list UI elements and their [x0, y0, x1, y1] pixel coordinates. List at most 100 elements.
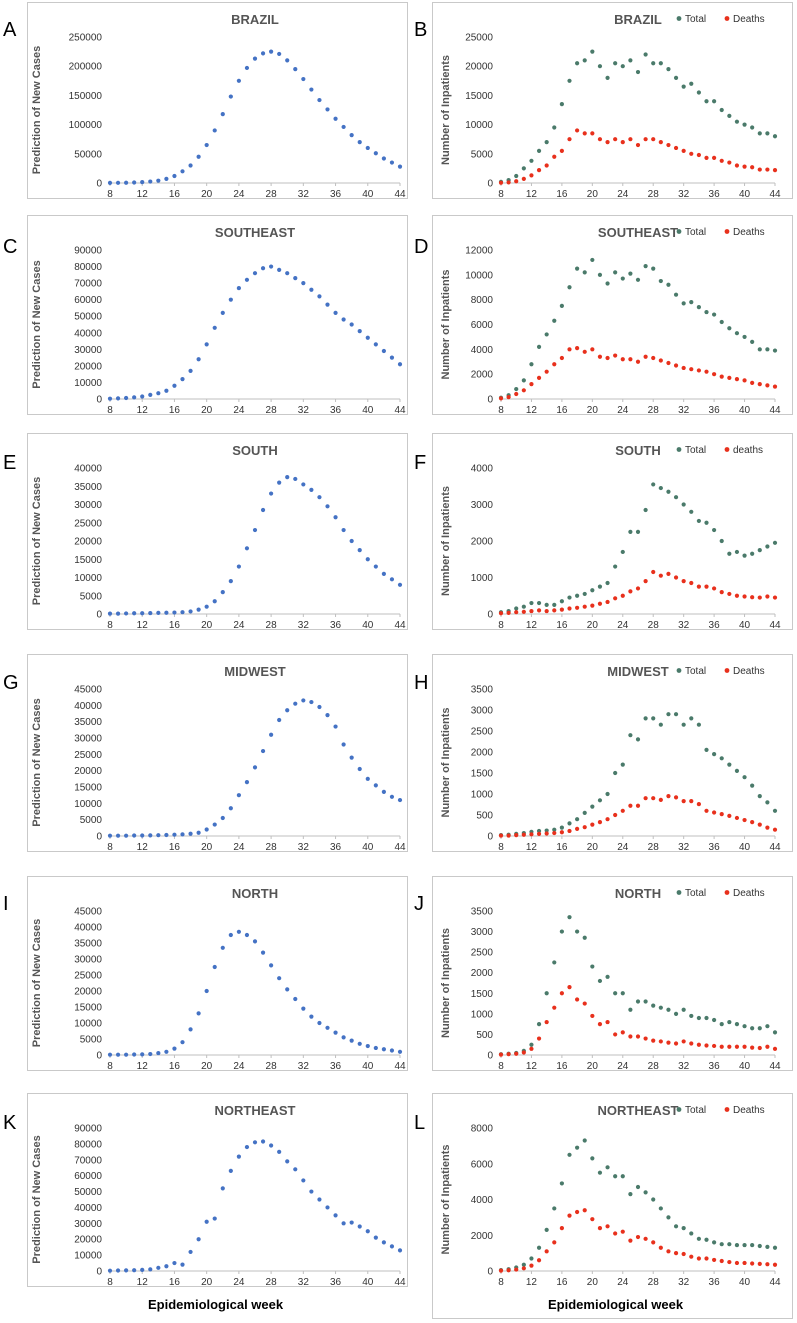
chart-e-ytick: 15000: [74, 555, 102, 566]
chart-k-point: [317, 1197, 322, 1202]
panel-letter-k: K: [3, 1112, 17, 1134]
chart-b-point: [719, 158, 724, 163]
chart-k-ytick: 20000: [74, 1235, 102, 1246]
chart-f-point: [658, 573, 663, 578]
chart-k-point: [373, 1235, 378, 1240]
chart-c-xtick: 36: [330, 405, 342, 416]
chart-h-point: [613, 812, 618, 818]
chart-f-point: [506, 610, 511, 616]
chart-f-point: [567, 595, 572, 600]
chart-g-point: [172, 832, 177, 837]
chart-d-point: [613, 270, 618, 275]
chart-f-point: [582, 591, 587, 597]
chart-b-xtick: 20: [587, 189, 599, 200]
chart-c-point: [140, 394, 145, 399]
chart-g-point: [140, 833, 145, 838]
chart-k-point: [333, 1213, 338, 1218]
chart-g-point: [269, 732, 274, 737]
chart-e-point: [293, 476, 298, 482]
chart-g-point: [325, 713, 330, 718]
chart-i-point: [132, 1052, 137, 1057]
chart-l-point: [605, 1165, 610, 1170]
chart-c-point: [389, 355, 395, 360]
chart-g-xtick: 28: [266, 842, 278, 853]
chart-l-point: [567, 1152, 572, 1157]
chart-b-point: [514, 173, 519, 179]
chart-l-point: [544, 1227, 549, 1232]
chart-e-ytick: 5000: [80, 591, 103, 602]
chart-h-point: [628, 803, 633, 808]
chart-l-point: [605, 1224, 610, 1229]
chart-b-point: [757, 131, 762, 136]
chart-j-point: [544, 1019, 549, 1025]
chart-i-xtick: 28: [266, 1061, 278, 1072]
chart-d-point: [696, 368, 701, 373]
chart-c-ytick: 50000: [74, 312, 102, 323]
chart-c-point: [341, 317, 346, 322]
chart-l-point: [689, 1231, 694, 1236]
chart-d-point: [521, 378, 526, 383]
chart-e-point: [269, 491, 274, 496]
chart-d-xtick: 8: [498, 405, 504, 416]
chart-h-ytick: 1500: [471, 769, 494, 780]
chart-f-point: [559, 607, 564, 612]
chart-d-xtick: 24: [617, 405, 629, 416]
chart-j-point: [742, 1044, 747, 1049]
chart-a-point: [212, 128, 217, 133]
chart-h-point: [742, 817, 747, 823]
chart-k-point: [148, 1267, 153, 1272]
chart-j-point: [689, 1041, 694, 1046]
chart-b-series-total: [498, 49, 778, 184]
chart-i-point: [309, 1014, 314, 1019]
chart-c-point: [381, 348, 386, 354]
chart-h-point: [696, 801, 701, 807]
chart-l-point: [704, 1237, 709, 1242]
chart-d-point: [567, 347, 572, 352]
chart-h-point: [673, 712, 679, 717]
chart-b-point: [567, 78, 572, 83]
chart-h-xtick: 12: [526, 842, 538, 853]
chart-d-point: [742, 334, 747, 340]
chart-h-xtick: 28: [648, 842, 660, 853]
chart-d-point: [712, 312, 717, 317]
chart-f-point: [590, 588, 595, 593]
chart-f-point: [529, 608, 534, 614]
chart-i-ytick: 35000: [74, 939, 102, 950]
chart-e-point: [164, 610, 169, 615]
chart-j-ytick: 0: [487, 1051, 493, 1062]
chart-b-point: [696, 90, 701, 95]
chart-j-point: [696, 1042, 701, 1047]
chart-h-point: [536, 831, 542, 836]
chart-b-point: [757, 167, 762, 172]
chart-l-point: [620, 1174, 625, 1179]
chart-c-ytick: 80000: [74, 262, 102, 273]
chart-i-point: [293, 996, 298, 1002]
chart-g-point: [277, 717, 282, 723]
chart-e-ytick: 35000: [74, 482, 102, 493]
chart-d-point: [521, 388, 526, 393]
chart-d-point: [529, 382, 534, 387]
chart-c-xtick: 20: [201, 405, 213, 416]
chart-b-point: [643, 52, 648, 57]
chart-i-point: [164, 1049, 169, 1054]
chart-f-legend-marker: [724, 447, 730, 452]
chart-h-xtick: 8: [498, 842, 504, 853]
chart-d-point: [628, 271, 633, 276]
chart-e-xtick: 20: [201, 620, 213, 631]
chart-e-xtick: 24: [233, 620, 245, 631]
chart-a-point: [115, 180, 121, 185]
chart-d-point: [689, 367, 694, 372]
chart-e-point: [132, 611, 137, 616]
chart-e-point: [196, 607, 201, 612]
chart-e-point: [285, 475, 290, 480]
chart-j-point: [704, 1043, 709, 1048]
chart-a-point: [381, 156, 386, 161]
chart-f-xtick: 12: [526, 620, 538, 631]
chart-c-xtick: 32: [298, 405, 310, 416]
chart-e-title: SOUTH: [232, 443, 278, 458]
chart-g-point: [381, 789, 386, 794]
chart-h-point: [712, 752, 717, 757]
chart-h-point: [666, 794, 671, 799]
chart-l-ytick: 8000: [471, 1124, 494, 1135]
chart-l-xtick: 44: [769, 1277, 781, 1288]
